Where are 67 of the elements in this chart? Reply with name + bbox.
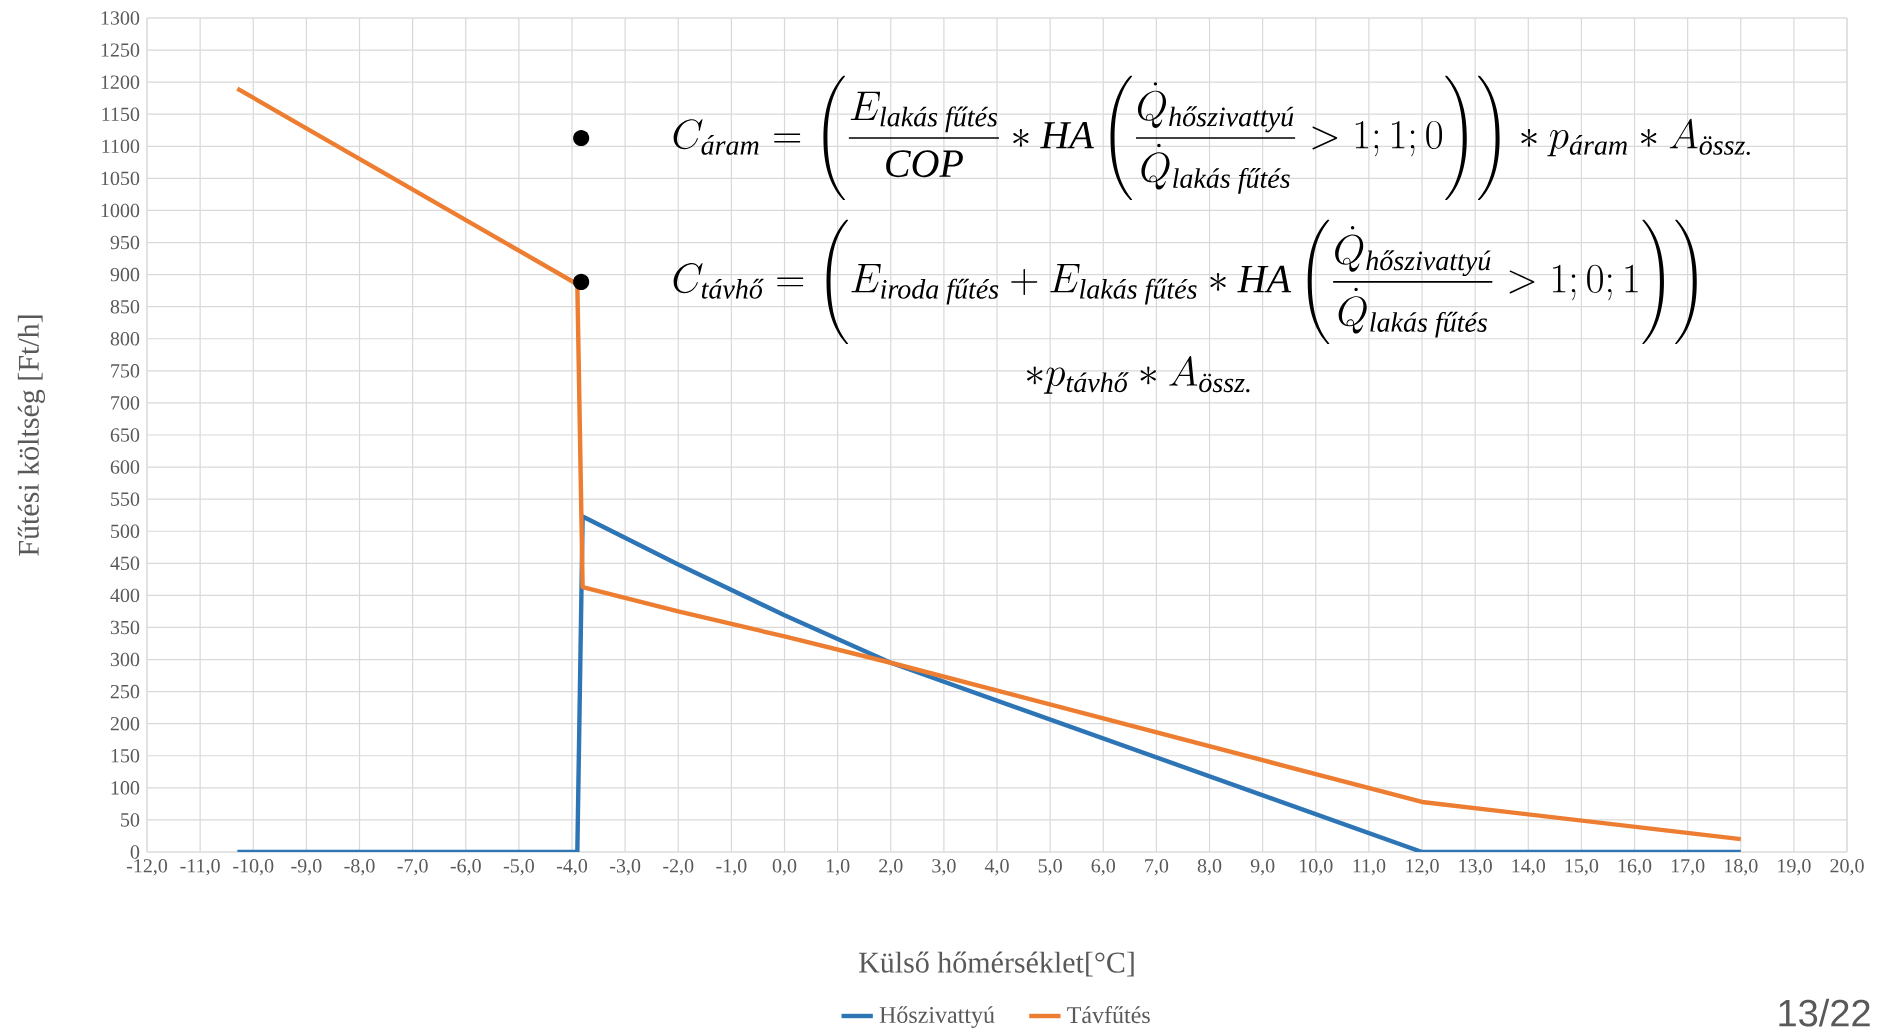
y-tick-label: 1200 bbox=[101, 75, 140, 89]
x-tick-label: 16,0 bbox=[1618, 859, 1652, 876]
y-tick-label: 550 bbox=[111, 492, 140, 506]
x-tick-label: 1,0 bbox=[826, 859, 850, 876]
y-tick-label: 900 bbox=[110, 267, 140, 282]
y-tick-label: 600 bbox=[110, 460, 140, 474]
x-axis-title: Külső hőmérséklet[°C] bbox=[859, 951, 1134, 977]
y-tick-label: 1300 bbox=[101, 11, 140, 25]
x-tick-label: 20,0 bbox=[1830, 859, 1864, 876]
y-tick-label: 400 bbox=[110, 588, 140, 603]
x-tick-label: -4,0 bbox=[556, 859, 588, 876]
x-tick-label: 18,0 bbox=[1725, 859, 1758, 876]
y-tick-label: 200 bbox=[110, 716, 140, 731]
x-tick-label: -3,0 bbox=[610, 859, 641, 876]
y-tick-label: 700 bbox=[111, 396, 140, 410]
x-tick-label: 4,0 bbox=[984, 859, 1009, 876]
y-tick-label: 0 bbox=[130, 845, 140, 859]
y-tick-label: 950 bbox=[110, 235, 140, 250]
y-axis-title: Fűtési költség [Ft/h] bbox=[17, 315, 46, 556]
x-tick-label: -5,0 bbox=[503, 859, 534, 876]
y-tick-label: 1250 bbox=[101, 43, 140, 57]
y-tick-label: 750 bbox=[111, 364, 140, 378]
y-tick-label: 100 bbox=[111, 781, 140, 795]
x-tick-label: 2,0 bbox=[879, 859, 903, 876]
x-tick-label: 8,0 bbox=[1197, 859, 1222, 876]
x-tick-label: -6,0 bbox=[450, 859, 481, 876]
annotation: $\bullet\qquad C_{\textit{áram}}=\left(\frac{E_{\textit{lakás fűtés}}}{\textit{COP}}*\mathit{HA}\left(\frac{\dot{Q}_{\textit{hőszivattyú}}}{\dot{Q}_{\textit{lakás fűtés}}}>1;1;0\right)\right)*p_{\textit{áram}}*A_{\textit{össz.}}$ bbox=[573, 75, 1750, 201]
x-tick-label: -12,0 bbox=[126, 859, 168, 876]
y-tick-label: 1150 bbox=[102, 107, 140, 121]
x-tick-label: 19,0 bbox=[1778, 859, 1811, 876]
legend-label: Távfűtés bbox=[1067, 1006, 1150, 1024]
text: 13/22 bbox=[1779, 998, 1870, 1027]
x-tick-label: 10,0 bbox=[1300, 859, 1333, 876]
y-tick-label: 450 bbox=[110, 556, 140, 571]
x-tick-label: 9,0 bbox=[1250, 859, 1275, 876]
x-tick-label: -8,0 bbox=[344, 859, 375, 876]
x-tick-label: 11,0 bbox=[1353, 859, 1386, 876]
x-tick-label: -9,0 bbox=[291, 859, 322, 876]
x-tick-label: -1,0 bbox=[716, 859, 747, 876]
x-tick-label: 12,0 bbox=[1406, 859, 1439, 876]
x-tick-label: 14,0 bbox=[1512, 859, 1546, 876]
x-tick-label: 15,0 bbox=[1565, 859, 1599, 876]
y-tick-label: 150 bbox=[111, 749, 140, 763]
y-tick-label: 50 bbox=[121, 813, 140, 827]
y-tick-label: 300 bbox=[110, 652, 140, 667]
x-tick-label: -7,0 bbox=[397, 859, 428, 876]
x-tick-label: -11,0 bbox=[180, 859, 220, 876]
x-tick-label: 13,0 bbox=[1459, 859, 1492, 876]
y-tick-label: 350 bbox=[110, 620, 140, 635]
y-tick-label: 1100 bbox=[102, 139, 140, 154]
x-tick-label: 5,0 bbox=[1038, 859, 1062, 876]
line-series bbox=[235, 514, 1743, 852]
y-tick-label: 250 bbox=[110, 684, 140, 699]
y-tick-label: 650 bbox=[110, 428, 140, 442]
x-tick-label: 0,0 bbox=[772, 859, 797, 876]
x-tick-label: -2,0 bbox=[663, 859, 694, 876]
y-tick-label: 1050 bbox=[101, 171, 140, 186]
y-tick-label: 500 bbox=[111, 524, 140, 538]
x-tick-label: 17,0 bbox=[1671, 859, 1705, 876]
y-tick-label: 1000 bbox=[101, 203, 140, 218]
x-tick-label: 7,0 bbox=[1145, 859, 1169, 876]
x-tick-label: -10,0 bbox=[233, 859, 274, 876]
y-tick-label: 800 bbox=[110, 332, 140, 346]
x-tick-label: 3,0 bbox=[932, 859, 956, 876]
y-tick-label: 850 bbox=[110, 299, 140, 314]
legend-label: Hőszivattyú bbox=[879, 1006, 995, 1029]
x-tick-label: 6,0 bbox=[1091, 859, 1116, 876]
